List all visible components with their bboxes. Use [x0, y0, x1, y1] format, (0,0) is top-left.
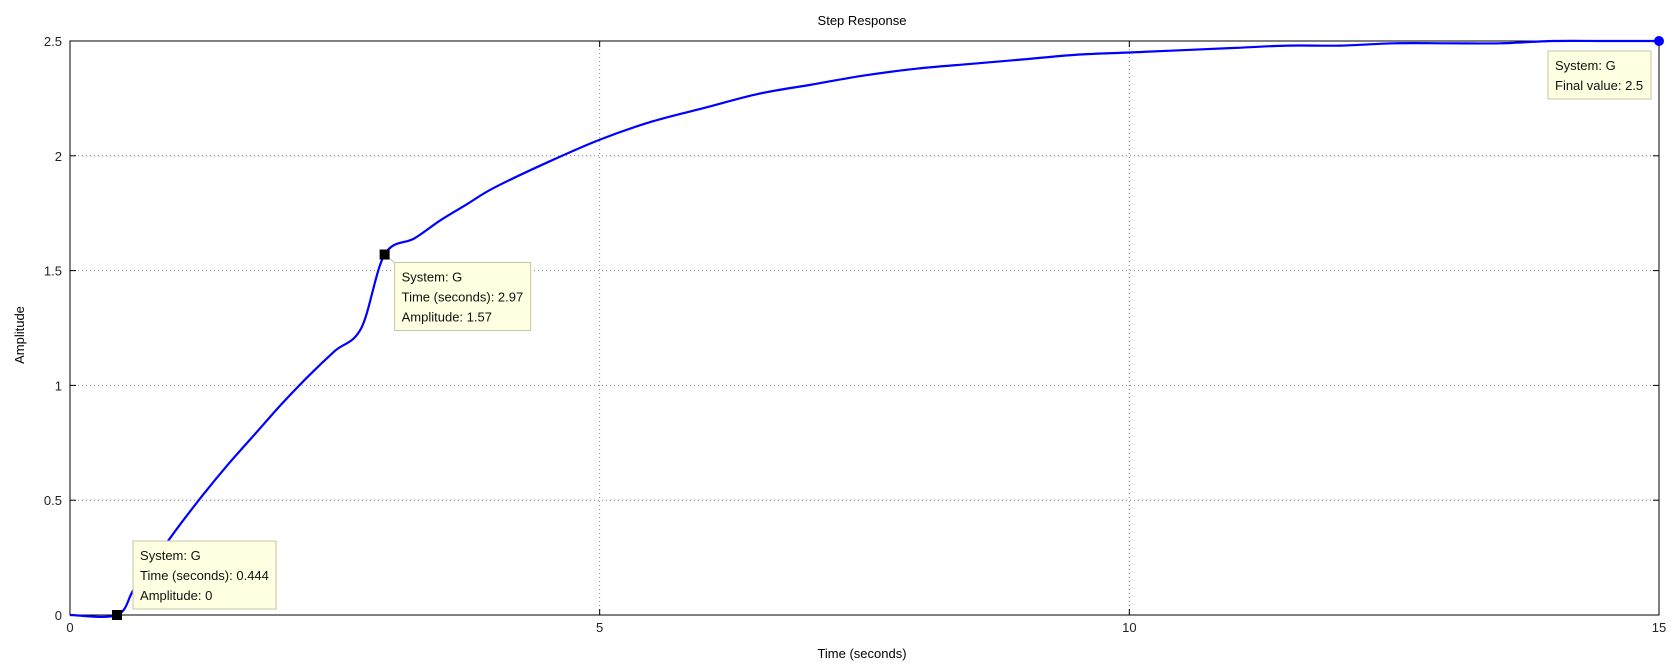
datatip: System: G Final value: 2.5	[1547, 36, 1664, 100]
datatips-layer: System: G Time (seconds): 0.444 Amplitude:…	[112, 36, 1664, 620]
datatip-line: Final value: 2.5	[1555, 78, 1643, 93]
datatip-line: Amplitude: 1.57	[402, 310, 492, 325]
x-tick-label: 0	[66, 620, 73, 635]
grid-lines	[70, 41, 1659, 615]
axis-ticks: 0 5 10 15 0 0.5 1 1.5 2 2.5	[44, 34, 1666, 635]
y-tick-label: 1	[55, 378, 62, 393]
x-axis-title: Time (seconds)	[817, 646, 906, 661]
x-tick-label: 10	[1122, 620, 1136, 635]
series-layer	[69, 39, 1659, 618]
y-tick-label: 0	[55, 608, 62, 623]
datatip-line: Time (seconds): 0.444	[140, 568, 269, 583]
datatip-marker-square	[112, 610, 123, 620]
datatip-box	[394, 262, 532, 332]
datatip: System: G Time (seconds): 2.97 Amplitude: …	[379, 249, 532, 332]
datatip-line: Amplitude: 0	[140, 588, 212, 603]
y-tick-label: 0.5	[44, 493, 62, 508]
datatip-line: System: G	[1555, 58, 1616, 73]
datatip-marker-circle	[1654, 36, 1664, 46]
datatip-line: System: G	[140, 548, 201, 563]
y-tick-label: 2	[55, 149, 62, 164]
datatip-box	[1547, 50, 1652, 100]
datatip-box	[132, 540, 277, 610]
y-tick-label: 2.5	[44, 34, 62, 49]
y-tick-label: 1.5	[44, 264, 62, 279]
datatip-marker-square	[379, 249, 390, 260]
series-line-g	[69, 39, 1659, 618]
x-tick-label: 15	[1652, 620, 1666, 635]
datatip: System: G Time (seconds): 0.444 Amplitude:…	[112, 540, 277, 620]
datatip-line: Time (seconds): 2.97	[402, 290, 524, 305]
x-tick-label: 5	[596, 620, 603, 635]
chart-title: Step Response	[818, 13, 907, 28]
plot-area-frame	[69, 40, 1660, 616]
y-axis-title: Amplitude	[12, 306, 27, 364]
datatip-line: System: G	[402, 270, 463, 285]
